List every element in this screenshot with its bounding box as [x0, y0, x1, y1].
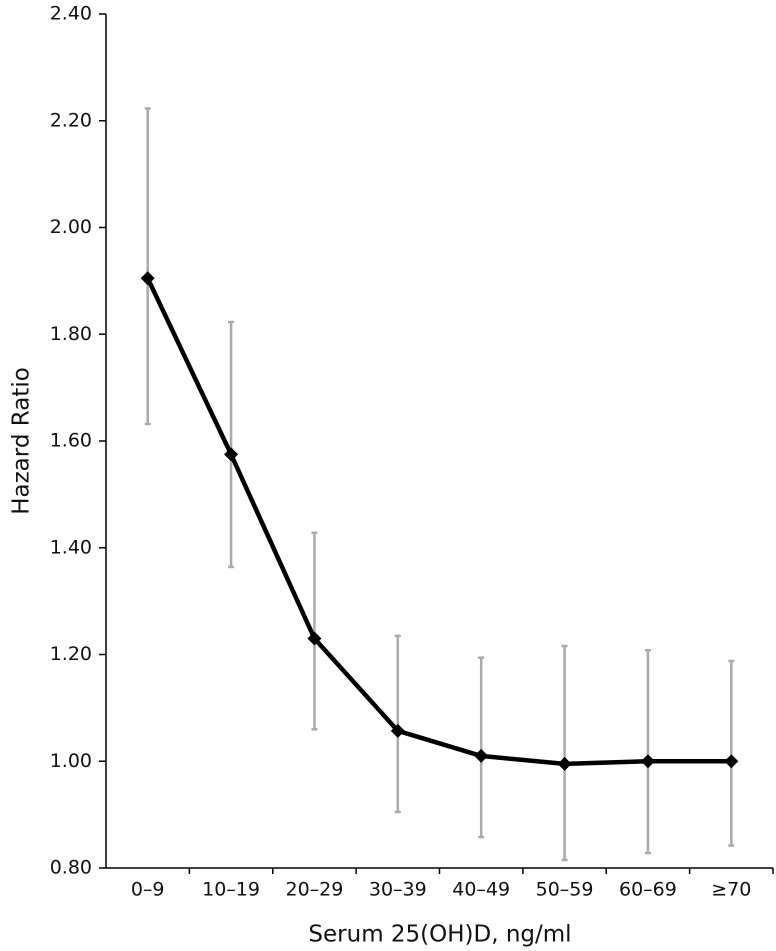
x-axis-title: Serum 25(OH)D, ng/ml — [308, 922, 571, 948]
y-tick-label: 1.00 — [50, 750, 92, 772]
y-tick-label: 2.00 — [50, 216, 92, 238]
marker — [557, 756, 572, 771]
y-tick-label: 2.20 — [50, 109, 92, 131]
y-tick-label: 2.40 — [50, 3, 92, 25]
marker — [224, 447, 239, 462]
y-tick-label: 1.80 — [50, 323, 92, 345]
y-tick-label: 1.40 — [50, 536, 92, 558]
x-tick-label: 30–39 — [369, 879, 427, 901]
marker — [140, 271, 155, 286]
y-axis-title: Hazard Ratio — [9, 367, 35, 515]
x-tick-label: 0–9 — [131, 879, 165, 901]
error-bar — [644, 648, 651, 855]
marker — [724, 754, 739, 769]
y-tick-label: 0.80 — [50, 857, 92, 879]
error-bar — [311, 531, 318, 731]
y-tick-label: 1.60 — [50, 430, 92, 452]
x-tick-label: ≥70 — [711, 879, 751, 901]
error-bar — [478, 656, 485, 839]
x-tick-label: 20–29 — [286, 879, 344, 901]
x-tick-label: 50–59 — [536, 879, 594, 901]
x-tick-label: 10–19 — [202, 879, 260, 901]
marker — [474, 748, 489, 763]
line — [145, 277, 732, 767]
error-bar — [728, 659, 735, 847]
error-bar — [144, 107, 151, 426]
error-bar — [561, 644, 568, 862]
x-tick-label: 40–49 — [452, 879, 510, 901]
error-bar — [228, 320, 235, 569]
marker — [307, 631, 322, 646]
marker — [390, 723, 405, 738]
y-tick-label: 1.20 — [50, 643, 92, 665]
x-tick-label: 60–69 — [619, 879, 677, 901]
marker — [640, 754, 655, 769]
